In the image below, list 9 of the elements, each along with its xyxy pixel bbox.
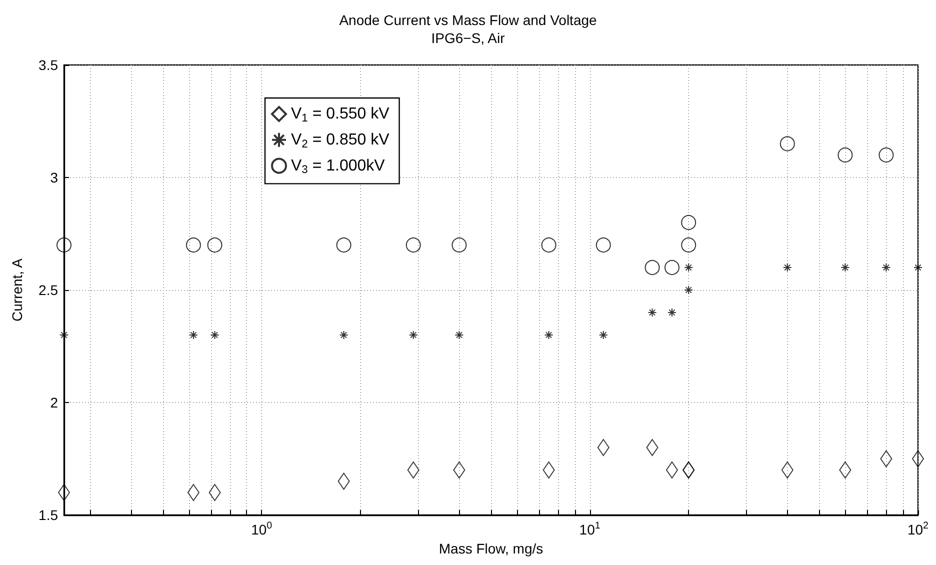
y-tick-label: 1.5 [38, 507, 58, 523]
y-tick-label: 3 [50, 170, 58, 186]
y-tick-label: 2 [50, 394, 58, 410]
y-axis-title: Current, A [9, 258, 25, 322]
chart-subtitle: IPG6−S, Air [431, 30, 506, 46]
x-axis-title: Mass Flow, mg/s [438, 540, 544, 556]
y-tick-label: 2.5 [38, 282, 58, 298]
chart-title: Anode Current vs Mass Flow and Voltage [339, 12, 598, 28]
y-tick-label: 3.5 [38, 57, 58, 73]
